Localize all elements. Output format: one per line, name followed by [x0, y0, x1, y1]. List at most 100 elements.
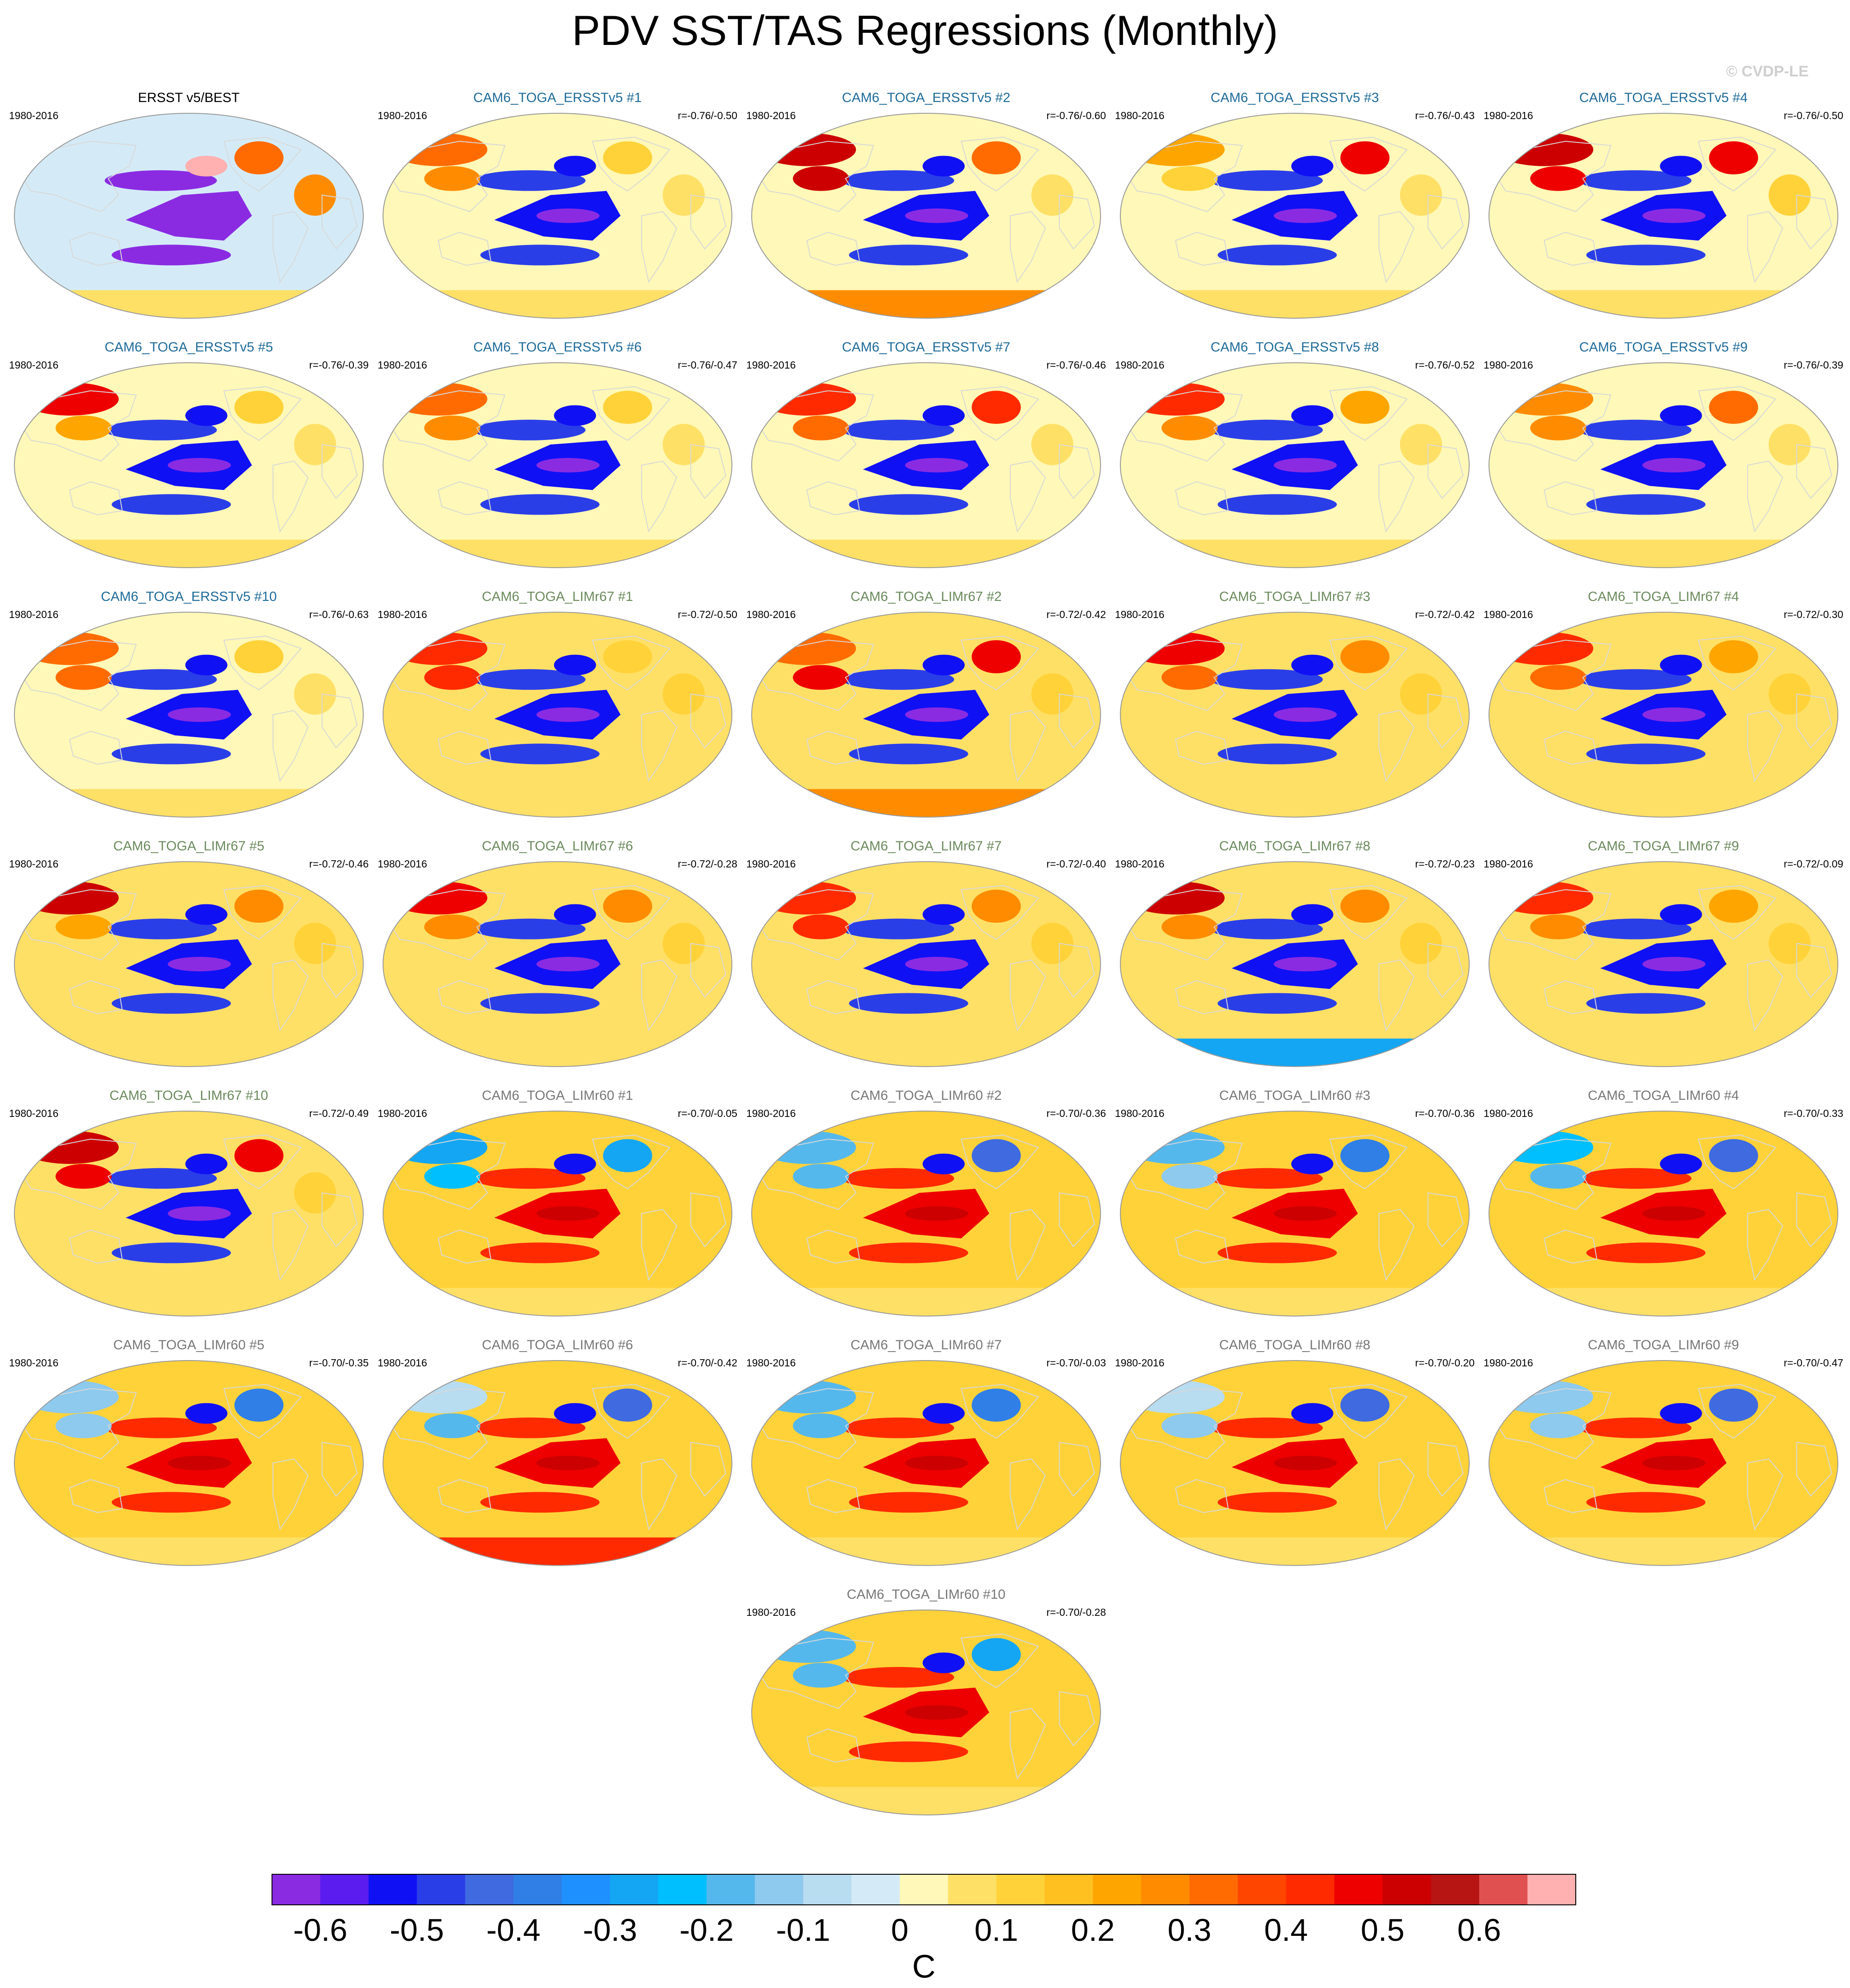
eurasia-region [1126, 382, 1225, 416]
colorbar-segment [1479, 1874, 1528, 1905]
panel-correlation: r=-0.70/-0.35 [309, 1357, 369, 1369]
coastline [1698, 636, 1777, 691]
s-pacific-arm-region [1586, 245, 1706, 266]
tropical-pacific-core-region [905, 956, 968, 972]
eurasia-region [758, 1630, 856, 1663]
coastline [321, 943, 358, 998]
coastline [388, 390, 506, 462]
eurasia-region [758, 382, 856, 416]
southern-ocean-region [1489, 1038, 1838, 1067]
east-asia-region [1530, 665, 1587, 690]
coastline [321, 444, 358, 499]
coastline [641, 460, 678, 533]
n-pacific-center-region [554, 904, 596, 925]
tropical-pacific-core-region [168, 956, 231, 972]
eurasia-region [1495, 1380, 1593, 1414]
colorbar-segment [562, 1874, 611, 1905]
atlantic-region [1400, 673, 1442, 715]
panel-title: CAM6_TOGA_LIMr67 #4 [1587, 589, 1739, 604]
coastline [960, 1633, 1039, 1689]
map-outline [1120, 861, 1470, 1067]
atlantic-region [1769, 174, 1811, 216]
atlantic-region [1769, 1422, 1811, 1463]
panel-period: 1980-2016 [378, 359, 427, 371]
coastline [20, 141, 137, 212]
panel-title: ERSST v5/BEST [138, 90, 240, 105]
coastline [437, 980, 491, 1014]
panel-correlation: r=-0.72/-0.09 [1783, 858, 1843, 870]
n-pacific-center-region [923, 1153, 965, 1174]
coastline [641, 1458, 678, 1530]
coastline [69, 980, 123, 1014]
coastline [757, 640, 874, 711]
coastline [806, 481, 860, 516]
map-panel: CAM6_TOGA_LIMr60 #4 1980-2016 r=-0.70/-0.3… [1484, 1088, 1843, 1321]
panel-period: 1980-2016 [1484, 1357, 1533, 1369]
coastline [1010, 959, 1046, 1032]
east-asia-region [1161, 1413, 1218, 1438]
north-america-region [972, 391, 1021, 424]
map-outline [1489, 612, 1838, 818]
atlantic-region [1769, 424, 1811, 465]
eurasia-region [758, 1380, 856, 1414]
n-pacific-center-region [185, 156, 227, 177]
map-outline [14, 362, 364, 568]
tropical-pacific-core-region [905, 458, 968, 473]
tropical-pacific-core-region [168, 458, 231, 473]
coastline [960, 636, 1039, 691]
tropical-pacific-core-region [168, 208, 231, 223]
coastline [223, 1134, 302, 1190]
coastline [690, 194, 727, 250]
map-panel: CAM6_TOGA_ERSSTv5 #1 1980-2016 r=-0.76/-0.… [378, 90, 737, 324]
panel-title: CAM6_TOGA_LIMr67 #8 [1219, 839, 1371, 854]
coastline [223, 885, 302, 940]
n-pacific-center-region [1660, 405, 1702, 426]
coastline [592, 885, 671, 940]
s-pacific-arm-region [1217, 1242, 1337, 1263]
regression-map [383, 1111, 732, 1316]
n-pacific-center-region [1660, 904, 1702, 925]
east-asia-region [424, 1413, 481, 1438]
coastline [757, 1139, 874, 1210]
regression-map [383, 861, 732, 1067]
tropical-pacific-core-region [1642, 1206, 1706, 1221]
tropical-pacific-core-region [905, 707, 968, 722]
regression-map [1120, 861, 1470, 1067]
regression-map [751, 1111, 1101, 1316]
coastline [1747, 1458, 1783, 1530]
southern-ocean-region [1120, 290, 1469, 318]
southern-ocean-region [1489, 1537, 1838, 1565]
coastline [1059, 1192, 1095, 1248]
panel-title: CAM6_TOGA_ERSSTv5 #3 [1210, 90, 1379, 105]
colorbar-segment [1286, 1874, 1335, 1905]
panel-correlation: r=-0.72/-0.42 [1046, 609, 1106, 620]
n-pacific-arm-region [1579, 1168, 1692, 1189]
map-panel: CAM6_TOGA_ERSSTv5 #3 1980-2016 r=-0.76/-0.… [1115, 90, 1475, 324]
map-outline [14, 1111, 364, 1316]
regression-map [1120, 113, 1470, 319]
coastline [690, 444, 727, 499]
coastline [1059, 1441, 1095, 1497]
panel-correlation: r=-0.70/-0.36 [1415, 1107, 1475, 1119]
colorbar-segment [1141, 1874, 1190, 1905]
north-america-region [972, 1388, 1021, 1422]
eurasia-region [20, 632, 119, 665]
panel-period: 1980-2016 [9, 1107, 58, 1119]
panel-period: 1980-2016 [1115, 1107, 1164, 1119]
coastline [1010, 1708, 1046, 1780]
map-panel: ERSST v5/BEST 1980-2016 [9, 90, 369, 324]
colorbar-segment [320, 1874, 369, 1905]
n-pacific-center-region [185, 1403, 227, 1424]
map-panel: CAM6_TOGA_ERSSTv5 #10 1980-2016 r=-0.76/-0… [9, 589, 369, 823]
map-outline [1489, 1111, 1838, 1316]
panel-title: CAM6_TOGA_LIMr67 #9 [1587, 839, 1739, 854]
tropical-pacific-core-region [1642, 458, 1706, 473]
southern-ocean-region [752, 1787, 1101, 1815]
eurasia-region [389, 133, 487, 166]
tropical-pacific-core-region [1274, 707, 1337, 722]
coastline [69, 481, 123, 516]
n-pacific-center-region [185, 405, 227, 426]
east-asia-region [1530, 1413, 1587, 1438]
map-panel: CAM6_TOGA_ERSSTv5 #9 1980-2016 r=-0.76/-0.… [1484, 339, 1843, 573]
coastline [1494, 141, 1612, 212]
